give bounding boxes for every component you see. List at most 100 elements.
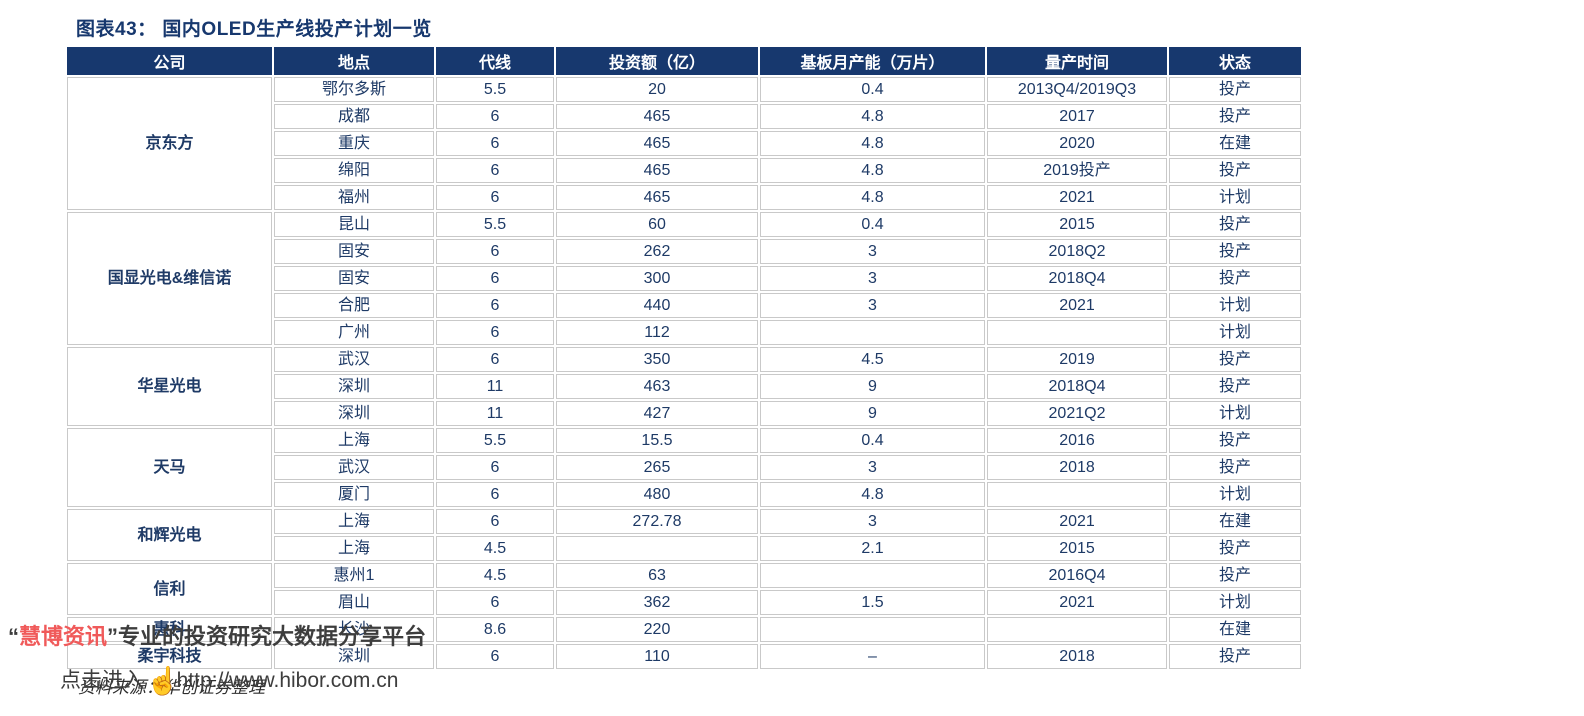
column-header-3: 投资额（亿） [556,47,758,75]
data-cell: 3 [760,455,985,480]
data-cell: 武汉 [274,455,434,480]
data-cell: 计划 [1169,185,1301,210]
data-cell: 6 [436,320,554,345]
data-cell: 6 [436,266,554,291]
data-cell: 2021 [987,293,1167,318]
column-header-1: 地点 [274,47,434,75]
data-cell: 投产 [1169,266,1301,291]
data-cell: 465 [556,185,758,210]
data-cell: 5.5 [436,77,554,102]
data-cell: 计划 [1169,590,1301,615]
data-cell: 在建 [1169,509,1301,534]
data-cell: 投产 [1169,77,1301,102]
data-cell: 深圳 [274,644,434,669]
data-cell: 350 [556,347,758,372]
data-cell: 4.8 [760,185,985,210]
data-cell: 投产 [1169,536,1301,561]
data-cell: 265 [556,455,758,480]
data-cell: 2018 [987,644,1167,669]
data-cell: 0.4 [760,77,985,102]
data-cell: 长沙 [274,617,434,642]
data-cell: 武汉 [274,347,434,372]
hibor-url-link[interactable]: http://www.hibor.com.cn [176,669,399,692]
column-header-0: 公司 [67,47,272,75]
data-cell: 427 [556,401,758,426]
data-cell [556,536,758,561]
data-cell: 惠州1 [274,563,434,588]
data-cell: 固安 [274,266,434,291]
table-row: 合肥 6 440 3 2021 计划 [67,293,1301,318]
data-cell: 绵阳 [274,158,434,183]
data-cell: 6 [436,455,554,480]
data-cell: 2021 [987,509,1167,534]
column-header-4: 基板月产能（万片） [760,47,985,75]
company-cell: 惠科 [67,617,272,642]
data-cell: 2015 [987,212,1167,237]
data-cell: 计划 [1169,482,1301,507]
data-cell: 投产 [1169,644,1301,669]
hibor-watermark-line: “慧博资讯”专业的投资研究大数据分享平台 [8,619,426,651]
data-cell: 6 [436,509,554,534]
data-cell: 262 [556,239,758,264]
company-cell: 京东方 [67,77,272,210]
data-cell: 6 [436,104,554,129]
figure-title: 图表43： 国内OLED生产线投产计划一览 [76,19,432,40]
data-cell: 2017 [987,104,1167,129]
oled-production-table: 公司 地点 代线 投资额（亿） 基板月产能（万片） 量产时间 状态 京东方 鄂尔多斯 5.5 20… [65,45,1303,671]
data-cell: 福州 [274,185,434,210]
data-cell: 2018Q2 [987,239,1167,264]
data-cell: 投产 [1169,374,1301,399]
data-cell: 投产 [1169,563,1301,588]
table-row: 成都 6 465 4.8 2017 投产 [67,104,1301,129]
data-cell [987,482,1167,507]
data-cell: 鄂尔多斯 [274,77,434,102]
data-cell: 15.5 [556,428,758,453]
data-cell: 6 [436,590,554,615]
data-cell: 2021 [987,590,1167,615]
company-cell: 国显光电&维信诺 [67,212,272,345]
table-row: 和辉光电 上海 6 272.78 3 2021 在建 [67,509,1301,561]
data-cell: – [760,644,985,669]
data-cell: 6 [436,185,554,210]
data-cell: 眉山 [274,590,434,615]
data-cell: 2018 [987,455,1167,480]
data-cell: 投产 [1169,239,1301,264]
data-cell: 2016Q4 [987,563,1167,588]
table-row: 京东方 鄂尔多斯 5.5 20 0.4 2013Q4/2019Q3 投产 [67,77,1301,210]
data-cell: 220 [556,617,758,642]
data-cell: 2016 [987,428,1167,453]
table-row: 福州 6 465 4.8 2021 计划 [67,185,1301,210]
data-cell: 上海 [274,428,434,453]
click-enter-text[interactable]: 点击进入 [60,669,144,692]
data-cell: 440 [556,293,758,318]
data-cell: 9 [760,374,985,399]
data-cell: 9 [760,401,985,426]
hibor-brand-text: 慧博资讯 [19,624,108,649]
table-row: 深圳 11 463 9 2018Q4 投产 [67,374,1301,399]
table-row: 信利 惠州1 4.5 63 2016Q4 投产 [67,563,1301,615]
data-cell: 480 [556,482,758,507]
column-header-2: 代线 [436,47,554,75]
data-cell: 6 [436,293,554,318]
table-row: 柔宇科技 深圳 6 110–2018 投产 [67,644,1301,669]
source-note: 资料来源：华创证券整理 [78,678,265,697]
data-cell: 2021 [987,185,1167,210]
data-cell: 110 [556,644,758,669]
table-row: 天马 上海 5.5 15.5 0.4 2016 投产 [67,428,1301,507]
data-cell [760,320,985,345]
data-cell: 5.5 [436,428,554,453]
data-cell: 2018Q4 [987,266,1167,291]
company-cell: 华星光电 [67,347,272,426]
table-row: 广州 6 112 计划 [67,320,1301,345]
data-cell: 成都 [274,104,434,129]
table-row: 绵阳 6 465 4.8 2019投产 投产 [67,158,1301,183]
table-row: 深圳 11 427 9 2021Q2 计划 [67,401,1301,426]
data-cell: 272.78 [556,509,758,534]
data-cell: 465 [556,131,758,156]
data-cell: 362 [556,590,758,615]
data-cell: 5.5 [436,212,554,237]
company-cell: 天马 [67,428,272,507]
data-cell: 投产 [1169,347,1301,372]
data-cell [760,563,985,588]
data-cell: 2.1 [760,536,985,561]
